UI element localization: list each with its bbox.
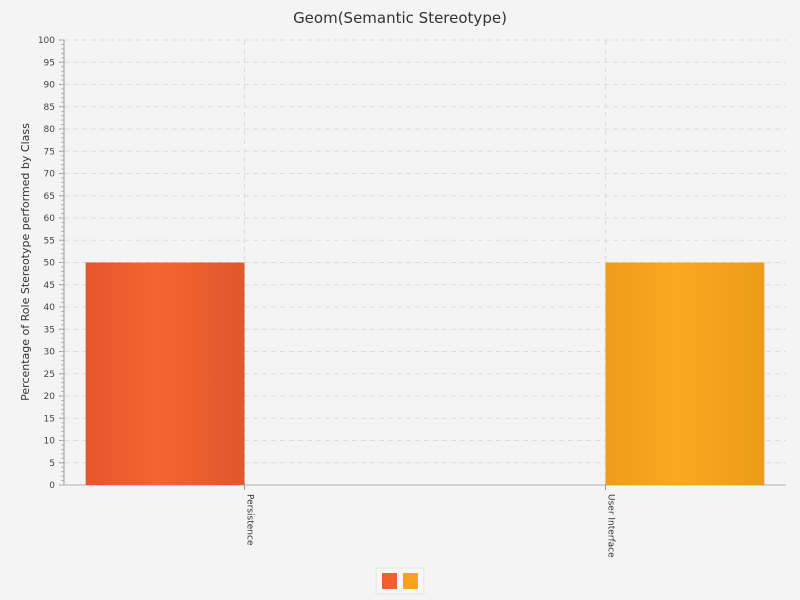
category-labels: Persistence User Interface: [245, 494, 616, 558]
y-tick-label: 50: [44, 259, 56, 269]
y-tick-label: 80: [44, 125, 56, 135]
y-tick-label: 85: [44, 103, 55, 113]
y-tick-label: 55: [44, 236, 55, 246]
y-tick-label: 90: [44, 81, 56, 91]
y-tick-label: 70: [44, 170, 56, 180]
x-tick-label: Persistence: [245, 494, 255, 546]
y-tick-label: 40: [44, 303, 56, 313]
y-tick-label: 75: [44, 147, 55, 157]
bars: [85, 262, 765, 485]
y-tick-label: 95: [44, 58, 55, 68]
y-tick-label: 60: [44, 214, 56, 224]
legend-swatch: [403, 573, 418, 589]
y-tick-label: 10: [44, 437, 56, 447]
chart-title: Geom(Semantic Stereotype): [293, 9, 507, 27]
y-tick-label: 35: [44, 325, 55, 335]
x-tick-label: User Interface: [606, 494, 616, 558]
y-tick-label: 20: [44, 392, 56, 402]
y-tick-label: 45: [44, 281, 55, 291]
legend: [375, 567, 425, 595]
y-tick-label: 15: [44, 414, 55, 424]
y-tick-label: 30: [44, 348, 56, 358]
bar: [85, 262, 245, 485]
y-tick-label: 65: [44, 192, 55, 202]
y-tick-label: 25: [44, 370, 55, 380]
y-tick-label: 100: [38, 36, 55, 46]
bar: [605, 262, 765, 485]
legend-swatch: [382, 573, 397, 589]
y-axis-label: Percentage of Role Stereotype performed …: [19, 123, 32, 401]
y-tick-label: 5: [49, 459, 55, 469]
y-tick-label: 0: [49, 481, 55, 491]
